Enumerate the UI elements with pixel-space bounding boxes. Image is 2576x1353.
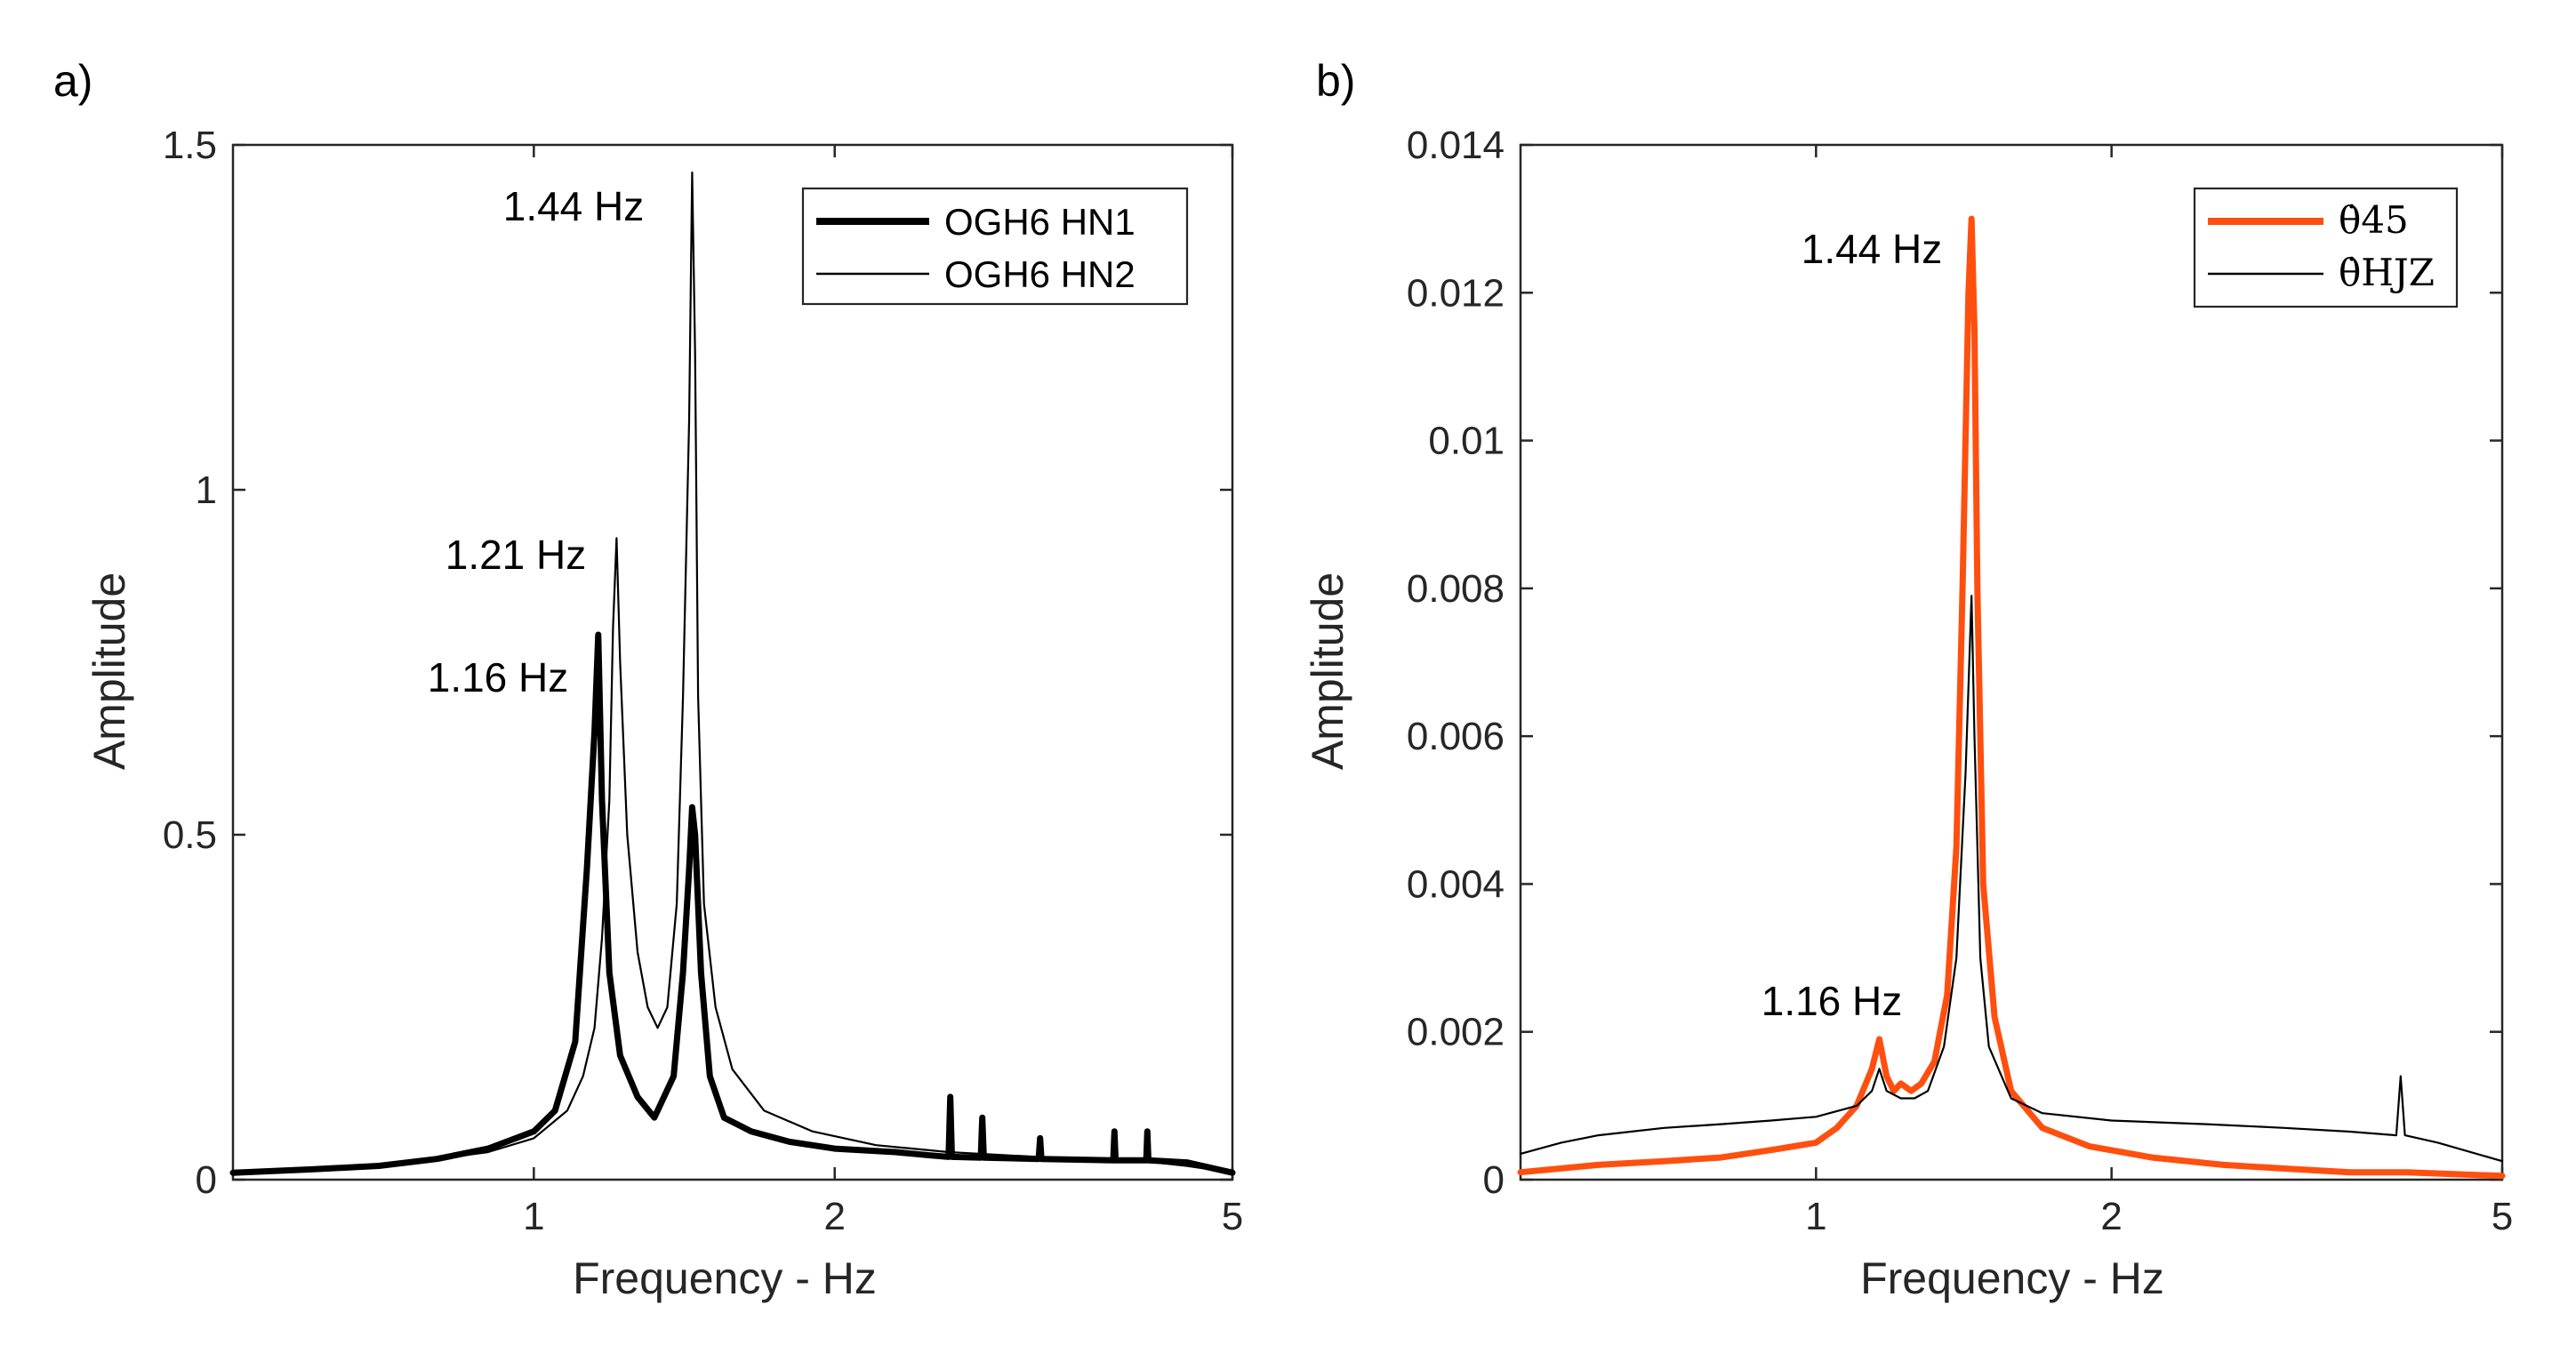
legend-box-a bbox=[801, 187, 1189, 306]
x-tick-label-a: 5 bbox=[1222, 1195, 1243, 1238]
panel-b-label: b) bbox=[1316, 56, 1355, 106]
y-tick-label-a: 0 bbox=[196, 1158, 217, 1202]
panel-b: b) 0 0.002 0.004 0.006 0.008 0.01 0.012 0.014 1 2… bbox=[1303, 56, 2513, 1303]
y-axis-title-a: Amplitude bbox=[84, 572, 134, 770]
plot-area-a: 0 0.5 1 1.5 1 2 5 bbox=[163, 124, 1243, 1238]
y-tick-label-b: 0.006 bbox=[1407, 715, 1505, 758]
axes-box-a bbox=[231, 143, 1234, 1181]
annotation-1-44hz-a: 1.44 Hz bbox=[503, 183, 645, 229]
axes-box-b bbox=[1519, 143, 2504, 1181]
legend-b: θ̇45 θ̇HJZ bbox=[2193, 187, 2459, 308]
y-tick-label-b: 0.004 bbox=[1407, 862, 1505, 906]
y-tick-label-b: 0.01 bbox=[1428, 420, 1505, 463]
annotation-1-21hz-a: 1.21 Hz bbox=[445, 532, 587, 578]
x-tick-label-a: 1 bbox=[523, 1195, 544, 1238]
legend-a: OGH6 HN1 OGH6 HN2 bbox=[801, 187, 1189, 306]
x-tick-label-b: 2 bbox=[2100, 1195, 2122, 1238]
y-tick-label-b: 0.002 bbox=[1407, 1011, 1505, 1054]
annotation-1-44hz-b: 1.44 Hz bbox=[1802, 226, 1943, 272]
x-tick-label-b: 5 bbox=[2492, 1195, 2513, 1238]
legend-box-b bbox=[2193, 187, 2459, 308]
panel-a-label: a) bbox=[53, 56, 92, 106]
x-axis-title-b: Frequency - Hz bbox=[1860, 1253, 2164, 1303]
annotation-1-16hz-a: 1.16 Hz bbox=[428, 654, 569, 701]
annotation-1-16hz-b: 1.16 Hz bbox=[1761, 978, 1903, 1024]
legend-label-thetahjz: θ̇HJZ bbox=[2339, 251, 2435, 294]
y-tick-label-a: 0.5 bbox=[163, 813, 217, 857]
x-tick-label-b: 1 bbox=[1805, 1195, 1826, 1238]
y-tick-label-b: 0.014 bbox=[1407, 124, 1505, 167]
series-line-a-2 bbox=[231, 171, 1234, 1174]
y-tick-label-b: 0.008 bbox=[1407, 567, 1505, 611]
y-tick-label-b: 0 bbox=[1483, 1158, 1505, 1202]
legend-label-hn2: OGH6 HN2 bbox=[944, 253, 1136, 295]
x-tick-label-a: 2 bbox=[823, 1195, 845, 1238]
y-tick-label-a: 1 bbox=[196, 468, 217, 512]
y-tick-label-b: 0.012 bbox=[1407, 271, 1505, 315]
y-axis-title-b: Amplitude bbox=[1303, 572, 1352, 770]
legend-label-theta45: θ̇45 bbox=[2339, 198, 2409, 242]
panel-a: a) 00.511.51 2 5 Frequency - Hz Amplitude … bbox=[53, 56, 1243, 1303]
y-tick-label-a: 1.5 bbox=[163, 124, 217, 167]
plot-area-b: 0 0.002 0.004 0.006 0.008 0.01 0.012 0.014 1 2 5 bbox=[1407, 124, 2513, 1238]
series-line-b-2 bbox=[1519, 595, 2504, 1163]
legend-label-hn1: OGH6 HN1 bbox=[944, 201, 1136, 243]
x-axis-title-a: Frequency - Hz bbox=[573, 1253, 877, 1303]
series-line-b-1 bbox=[1517, 215, 2506, 1180]
